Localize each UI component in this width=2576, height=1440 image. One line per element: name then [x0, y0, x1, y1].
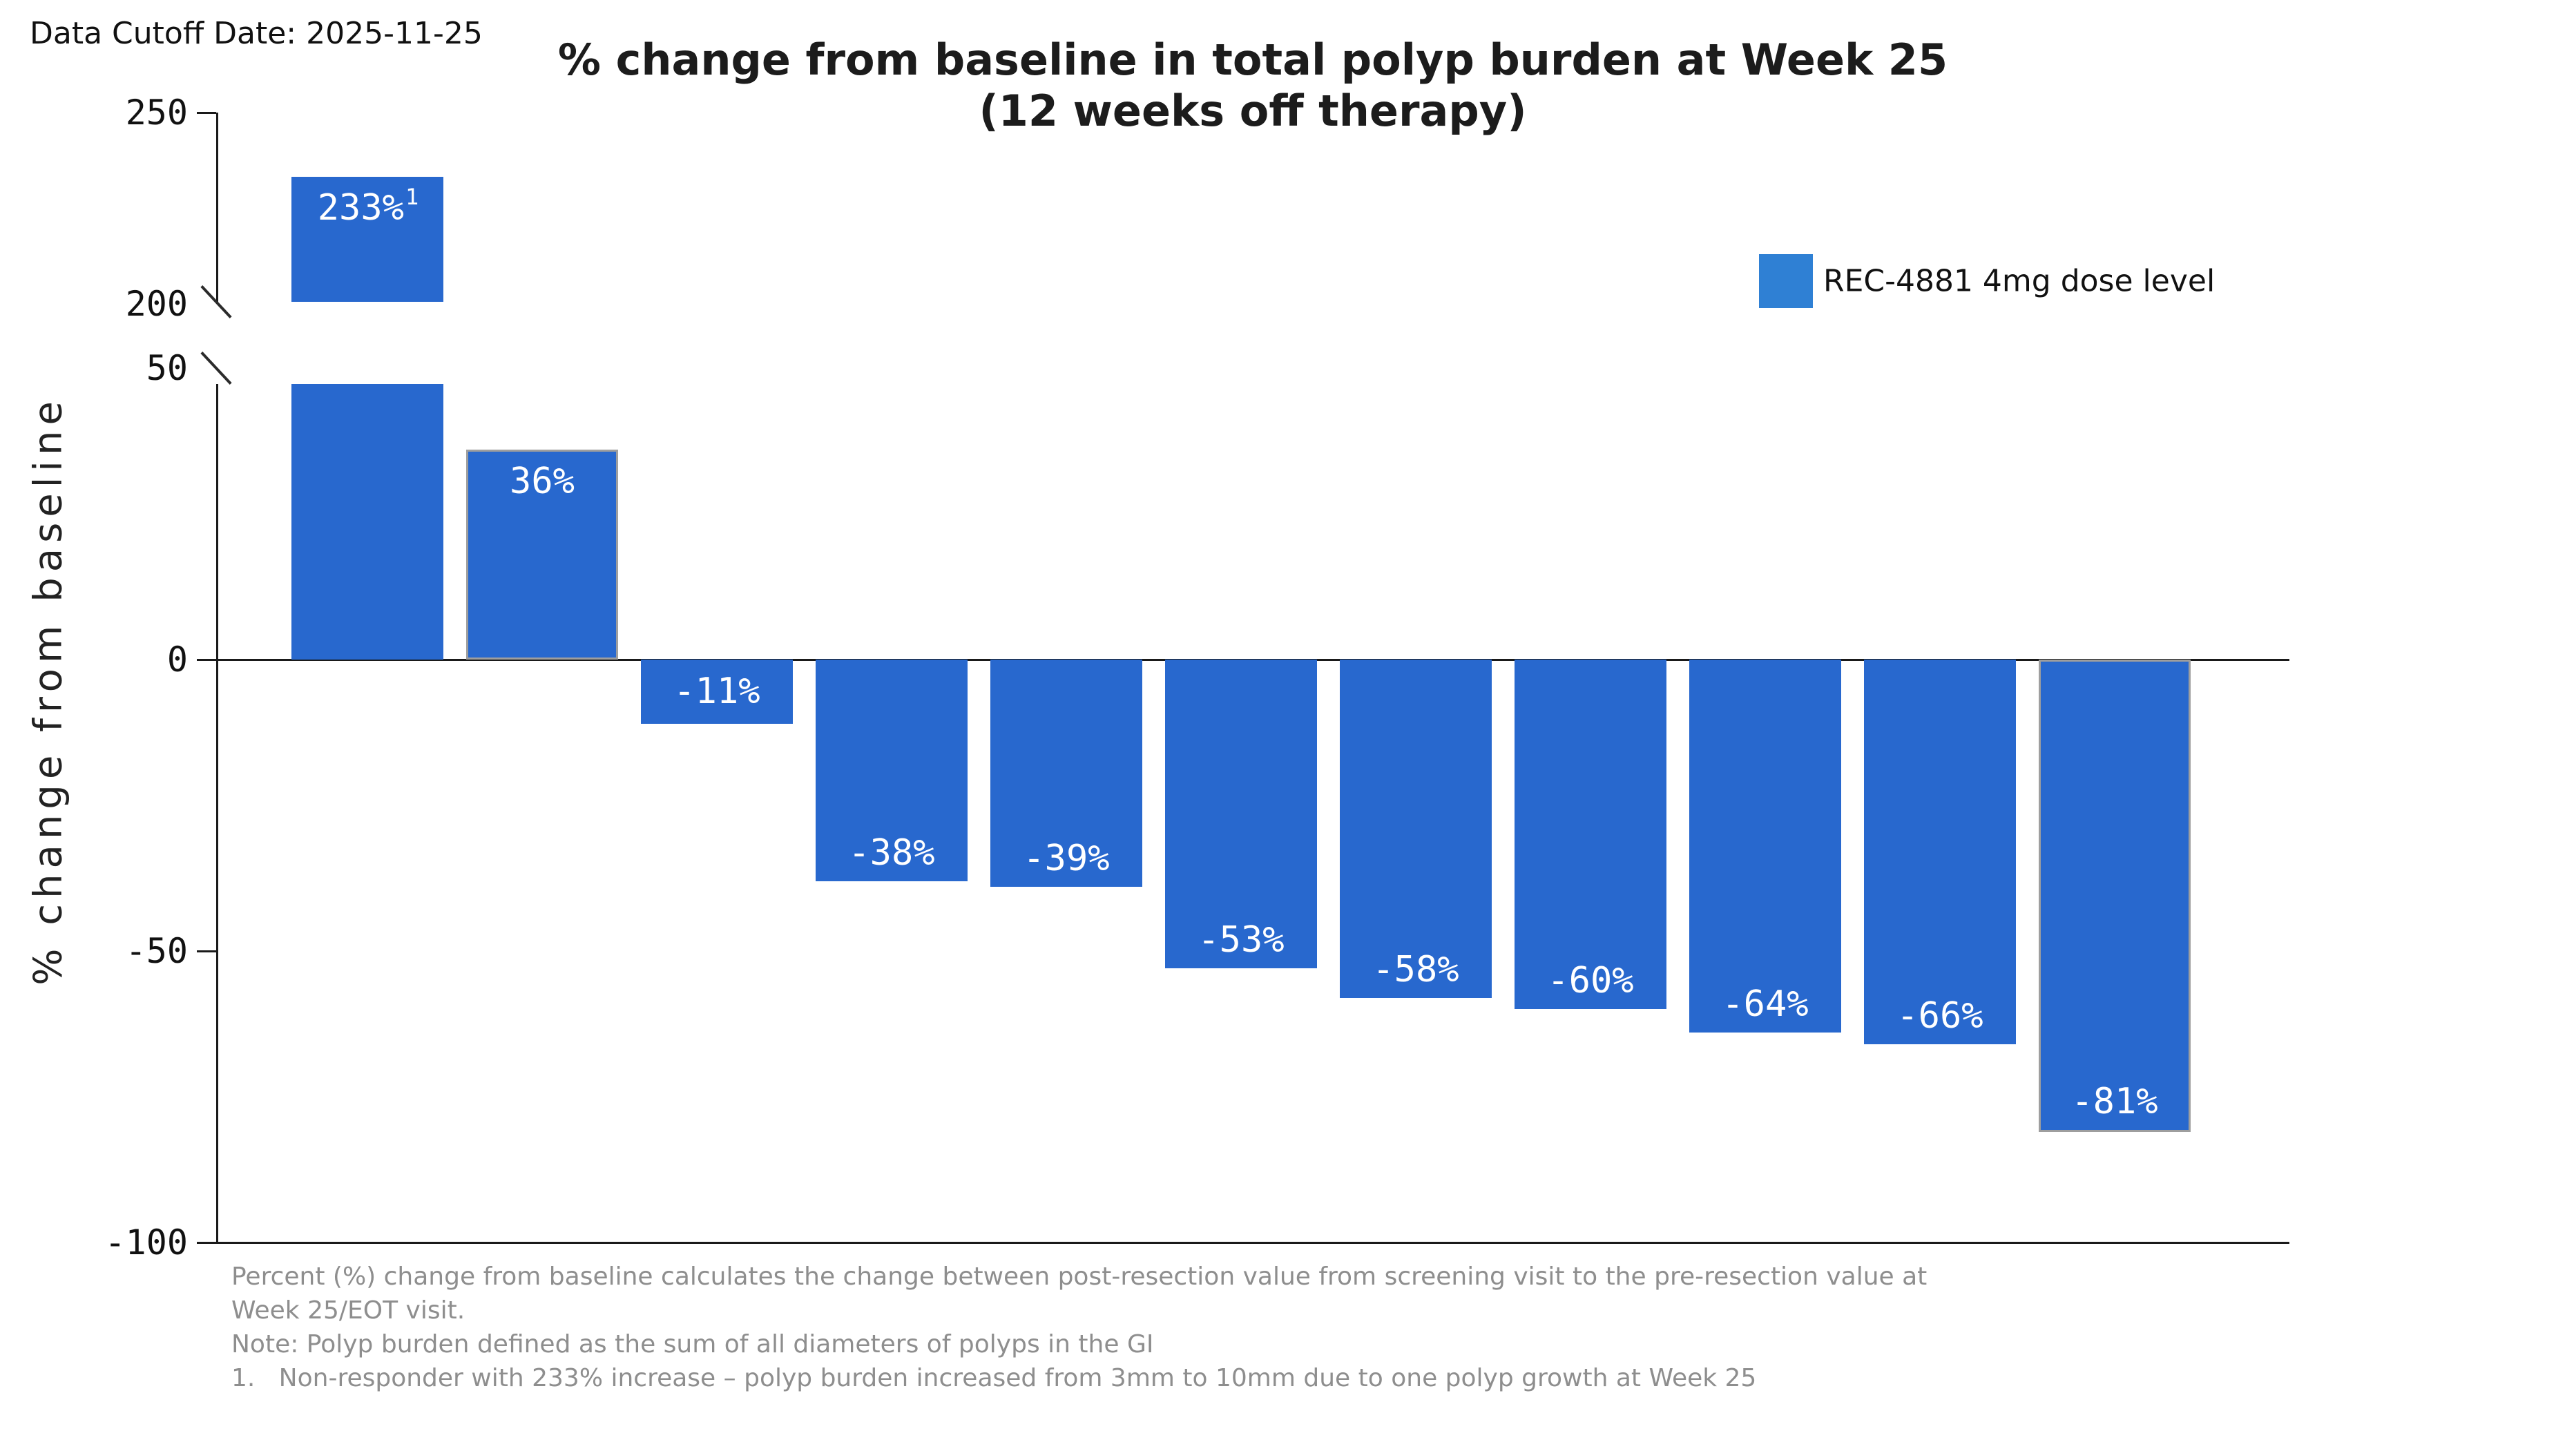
y-tick-mark — [197, 950, 216, 952]
footnote-line: Percent (%) change from baseline calcula… — [231, 1263, 1928, 1291]
bar-neg53pct: -53% — [1165, 660, 1317, 969]
y-tick-label: 50 — [146, 348, 188, 388]
footnotes: Percent (%) change from baseline calcula… — [231, 1260, 1927, 1395]
footnote-marker: 1 — [405, 184, 419, 211]
y-tick-label: -50 — [125, 931, 188, 971]
y-axis-upper-segment — [216, 113, 218, 302]
bar-neg60pct: -60% — [1515, 660, 1666, 1010]
axis-break-mark — [200, 351, 232, 385]
bar-value-label: -81% — [2071, 1080, 2158, 1122]
bar-value-label: -66% — [1896, 995, 1983, 1037]
bar-neg66pct: -66% — [1864, 660, 2016, 1045]
footnote-line: Week 25/EOT visit. — [231, 1296, 465, 1325]
chart-title: % change from baseline in total polyp bu… — [216, 35, 2289, 137]
bar-neg64pct: -64% — [1689, 660, 1841, 1033]
bar-value-label: -39% — [1023, 838, 1110, 880]
bar-value-label: 36% — [510, 461, 575, 503]
bar-value-label: -60% — [1547, 960, 1634, 1002]
y-tick-label: 250 — [125, 93, 188, 133]
y-tick-label: 200 — [125, 284, 188, 324]
y-tick-label: 0 — [166, 640, 188, 680]
y-axis-lower-segment — [216, 384, 218, 1242]
bar-neg58pct: -58% — [1340, 660, 1492, 998]
bar-value-label: -11% — [673, 671, 760, 713]
bar-233pct — [291, 384, 443, 660]
y-tick-label: -100 — [104, 1222, 188, 1263]
bar-neg81pct: -81% — [2039, 660, 2191, 1132]
chart-title-line2: (12 weeks off therapy) — [979, 86, 1527, 136]
bar-value-label: -53% — [1198, 919, 1285, 961]
footnote-line: Note: Polyp burden defined as the sum of… — [231, 1330, 1154, 1359]
legend-swatch — [1759, 254, 1813, 308]
bar-neg11pct: -11% — [641, 660, 793, 724]
bar-value-label: -38% — [848, 832, 935, 874]
bar-value-label: -58% — [1372, 948, 1459, 990]
bar-neg39pct: -39% — [990, 660, 1142, 887]
bar-value-label: -64% — [1722, 983, 1809, 1026]
bar-36pct: 36% — [466, 450, 618, 660]
bar-233pct: 233%1 — [291, 177, 443, 302]
chart-title-line1: % change from baseline in total polyp bu… — [557, 35, 1948, 85]
data-cutoff-date: Data Cutoff Date: 2025-11-25 — [30, 16, 483, 51]
bar-value-label: 233%1 — [317, 184, 419, 229]
x-axis-line — [216, 1242, 2289, 1244]
y-tick-mark — [197, 1242, 216, 1244]
bar-neg38pct: -38% — [816, 660, 968, 881]
footnote-line: 1. Non-responder with 233% increase – po… — [231, 1364, 1757, 1392]
y-tick-mark — [197, 659, 216, 661]
legend-label: REC-4881 4mg dose level — [1823, 263, 2215, 299]
y-tick-mark — [197, 112, 216, 114]
